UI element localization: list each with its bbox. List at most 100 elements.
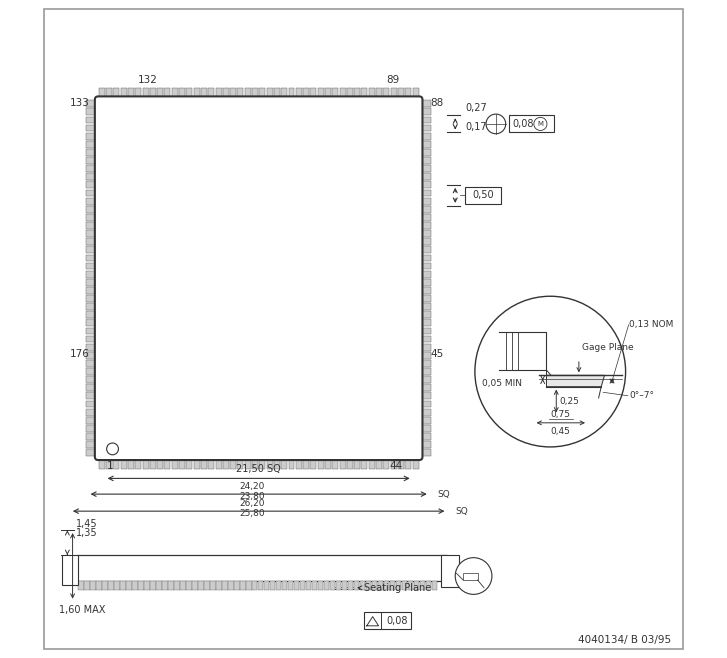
Bar (376, 457, 382, 468)
Bar (180, 581, 185, 590)
Text: 176: 176 (70, 349, 89, 359)
Polygon shape (547, 375, 604, 387)
Bar (87, 222, 98, 229)
Bar (267, 88, 273, 99)
Bar (419, 141, 431, 147)
Bar (300, 581, 305, 590)
Bar (371, 581, 377, 590)
Bar (113, 88, 119, 99)
Bar (135, 88, 141, 99)
Bar (366, 581, 371, 590)
Bar (332, 457, 338, 468)
Circle shape (107, 443, 119, 455)
Bar (87, 173, 98, 180)
Text: 21,50 SQ: 21,50 SQ (236, 464, 281, 474)
Bar (419, 336, 431, 343)
Bar (419, 384, 431, 392)
Bar (354, 88, 360, 99)
Bar (419, 360, 431, 367)
Bar (223, 457, 229, 468)
Text: 24,20: 24,20 (239, 482, 265, 491)
Bar (419, 417, 431, 424)
Text: 0,45: 0,45 (551, 427, 571, 436)
Bar (425, 581, 431, 590)
Bar (126, 581, 132, 590)
Bar (274, 88, 280, 99)
Bar (87, 263, 98, 269)
Bar (324, 581, 329, 590)
Bar (142, 457, 148, 468)
Bar (270, 581, 276, 590)
Bar (419, 442, 431, 448)
Bar (419, 311, 431, 318)
Bar (87, 384, 98, 392)
Text: 25,80: 25,80 (239, 509, 265, 518)
Bar (240, 581, 246, 590)
Bar (340, 88, 345, 99)
Bar (398, 457, 404, 468)
Text: 0,50: 0,50 (473, 190, 494, 200)
Text: M: M (537, 121, 543, 127)
Bar (76, 555, 447, 581)
Bar (419, 295, 431, 302)
Bar (174, 581, 180, 590)
Bar (215, 88, 222, 99)
Bar (87, 328, 98, 334)
Bar (281, 457, 287, 468)
Bar (121, 581, 126, 590)
Bar (121, 88, 126, 99)
Bar (384, 581, 389, 590)
Bar (419, 206, 431, 213)
Bar (252, 581, 257, 590)
Text: 132: 132 (137, 75, 157, 86)
Bar (419, 449, 431, 456)
Text: 0,25: 0,25 (560, 397, 579, 406)
Bar (419, 116, 431, 123)
Bar (162, 581, 168, 590)
Bar (419, 287, 431, 293)
Bar (142, 88, 148, 99)
Bar (419, 433, 431, 440)
Bar (419, 190, 431, 196)
Bar (419, 173, 431, 180)
Bar (84, 581, 90, 590)
Bar (296, 457, 302, 468)
Bar (419, 401, 431, 407)
Bar (310, 457, 316, 468)
Text: 1,60 MAX: 1,60 MAX (59, 605, 105, 615)
Text: 88: 88 (430, 98, 443, 108)
Bar (419, 238, 431, 245)
Bar (419, 319, 431, 326)
Bar (463, 573, 478, 580)
Bar (419, 124, 431, 132)
Bar (245, 457, 251, 468)
Bar (150, 581, 156, 590)
Bar (87, 190, 98, 196)
Text: SQ: SQ (438, 490, 450, 499)
Bar (419, 100, 431, 107)
Bar (99, 457, 105, 468)
Bar (419, 214, 431, 220)
Bar (168, 581, 174, 590)
Bar (246, 581, 252, 590)
Bar (408, 581, 413, 590)
Text: 45: 45 (430, 349, 443, 359)
Bar (252, 457, 258, 468)
Bar (192, 581, 198, 590)
Bar (230, 457, 236, 468)
Bar (348, 581, 353, 590)
Bar (318, 88, 324, 99)
Bar (150, 457, 156, 468)
Bar (419, 270, 431, 278)
Bar (215, 457, 222, 468)
Bar (369, 88, 374, 99)
Bar (156, 581, 161, 590)
Circle shape (475, 296, 626, 447)
Bar (87, 279, 98, 286)
Bar (267, 457, 273, 468)
Text: 26,20: 26,20 (239, 499, 265, 508)
Bar (87, 238, 98, 245)
Bar (260, 88, 265, 99)
Bar (113, 457, 119, 468)
Bar (87, 287, 98, 293)
